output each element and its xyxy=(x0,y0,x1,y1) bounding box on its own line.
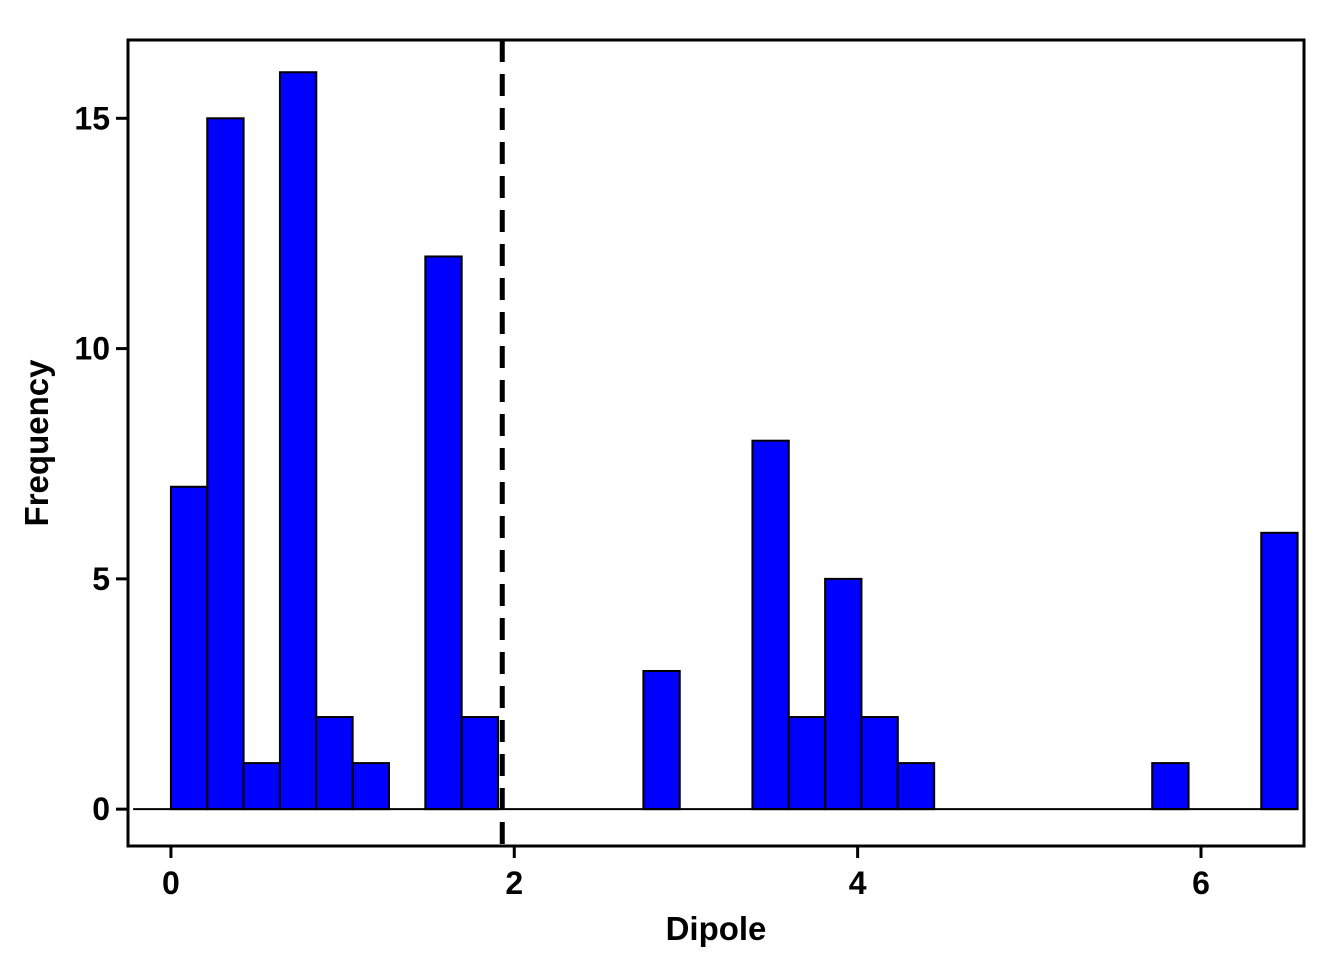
x-axis-title: Dipole xyxy=(666,910,767,947)
x-axis: 0 2 4 6 xyxy=(162,846,1210,901)
histogram-bar-20 xyxy=(896,762,936,811)
x-tick-label-0: 0 xyxy=(162,865,180,901)
histogram-bar-0 xyxy=(169,485,209,811)
y-tick-label-5: 5 xyxy=(92,561,110,597)
histogram-bar-19 xyxy=(860,716,899,811)
histogram-bar-7 xyxy=(424,255,463,811)
histogram-bar-4 xyxy=(315,716,354,811)
histogram-bar-8 xyxy=(460,716,500,811)
x-tick-label-4: 4 xyxy=(849,865,867,901)
histogram-bar-2 xyxy=(242,762,281,811)
plot-frame xyxy=(126,38,1306,848)
histogram-bar-17 xyxy=(787,716,827,811)
histogram-bar-30 xyxy=(1260,531,1299,811)
histogram-bar-18 xyxy=(824,577,863,811)
histogram-bar-27 xyxy=(1151,762,1190,811)
x-tick-label-2: 2 xyxy=(505,865,523,901)
y-tick-label-15: 15 xyxy=(74,100,110,136)
histogram-bar-3 xyxy=(278,71,318,811)
y-tick-label-10: 10 xyxy=(74,331,110,367)
bars-group xyxy=(169,71,1299,811)
x-tick-label-6: 6 xyxy=(1192,865,1210,901)
y-tick-label-0: 0 xyxy=(92,791,110,827)
y-axis: 0 5 10 15 xyxy=(74,100,128,827)
histogram-bar-1 xyxy=(206,117,245,811)
histogram-bar-16 xyxy=(751,439,790,811)
histogram-bar-13 xyxy=(642,669,681,811)
y-axis-title: Frequency xyxy=(18,359,55,527)
histogram-bar-5 xyxy=(351,762,390,811)
